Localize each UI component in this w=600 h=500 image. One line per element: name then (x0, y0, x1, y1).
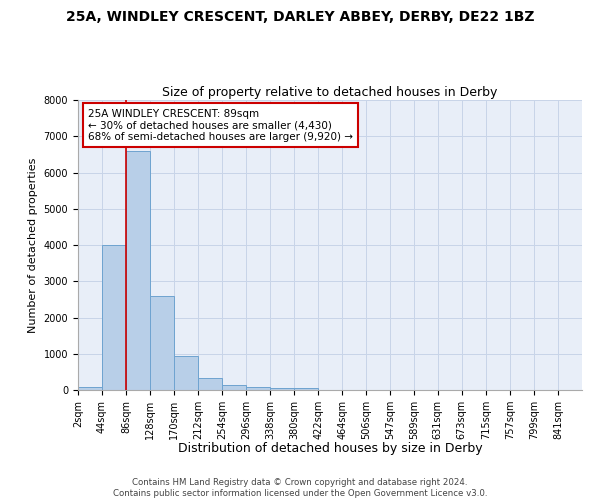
Y-axis label: Number of detached properties: Number of detached properties (28, 158, 38, 332)
Bar (102, 245, 126, 390)
Text: 25A, WINDLEY CRESCENT, DARLEY ABBEY, DERBY, DE22 1BZ: 25A, WINDLEY CRESCENT, DARLEY ABBEY, DER… (66, 10, 534, 24)
Text: 25A WINDLEY CRESCENT: 89sqm
← 30% of detached houses are smaller (4,430)
68% of : 25A WINDLEY CRESCENT: 89sqm ← 30% of det… (88, 108, 353, 142)
Bar (174, 356, 198, 390)
Bar (246, 387, 270, 390)
Bar (294, 388, 318, 390)
Text: Contains HM Land Registry data © Crown copyright and database right 2024.
Contai: Contains HM Land Registry data © Crown c… (113, 478, 487, 498)
Bar (222, 386, 246, 390)
Bar (78, 387, 102, 390)
Bar (150, 296, 174, 390)
X-axis label: Distribution of detached houses by size in Derby: Distribution of detached houses by size … (178, 442, 482, 455)
Bar (198, 378, 222, 390)
Title: Size of property relative to detached houses in Derby: Size of property relative to detached ho… (163, 86, 497, 99)
Bar (126, 151, 150, 390)
Bar (270, 388, 294, 390)
